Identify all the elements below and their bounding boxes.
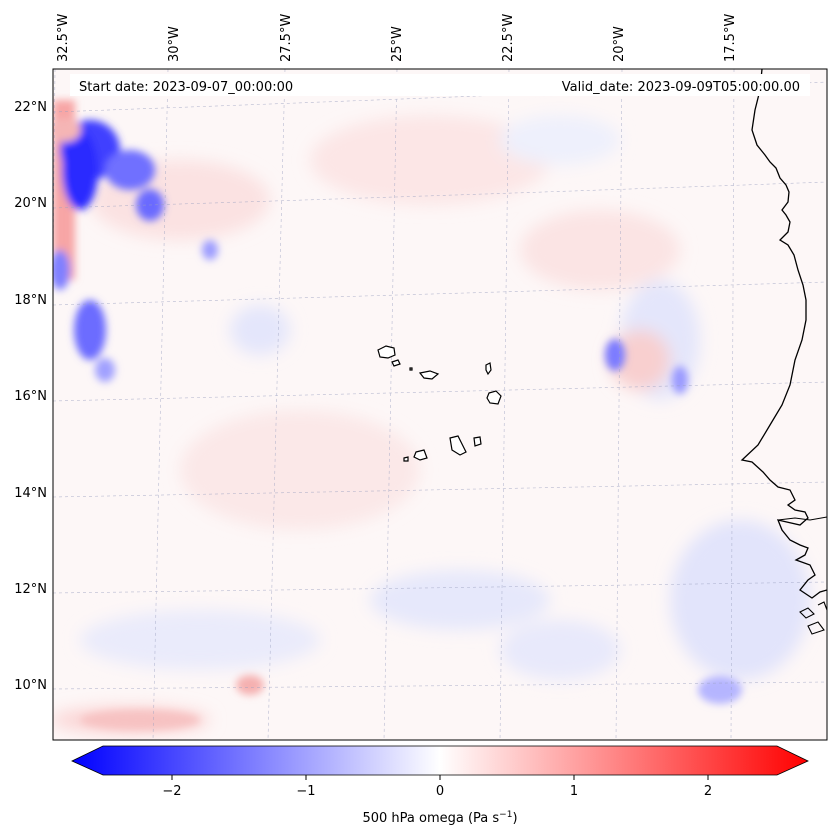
valid-date-text: Valid_date: 2023-09-09T05:00:00.00 — [562, 80, 800, 95]
cb-tick-1: 1 — [570, 784, 578, 799]
lon-label-25w: 25°W — [390, 26, 405, 62]
colorbar: −2 −1 0 1 2 500 hPa omega (Pa s−1) — [71, 745, 809, 826]
lat-label-14n: 14°N — [14, 486, 47, 501]
cb-tick-minus1: −1 — [296, 784, 315, 799]
gambia-coastline — [777, 516, 827, 521]
omega-strong-features — [53, 100, 742, 730]
cb-tick-2: 2 — [704, 784, 712, 799]
omega-field-blobs — [53, 115, 810, 734]
lat-label-12n: 12°N — [14, 582, 47, 597]
lat-label-18n: 18°N — [14, 293, 47, 308]
colorbar-body — [71, 745, 809, 776]
lon-label-17-5w: 17.5°W — [723, 14, 738, 62]
colorbar-ticks — [171, 775, 709, 780]
colorbar-title-end: ) — [512, 811, 517, 826]
colorbar-title-main: 500 hPa omega (Pa s — [362, 811, 499, 826]
map-frame — [52, 68, 828, 741]
lon-label-30w: 30°W — [167, 26, 182, 62]
cb-tick-minus2: −2 — [162, 784, 181, 799]
colorbar-title-sup: −1 — [499, 810, 512, 820]
lat-label-16n: 16°N — [14, 389, 47, 404]
start-date-text: Start date: 2023-09-07_00:00:00 — [79, 80, 293, 95]
lon-label-32-5w: 32.5°W — [56, 14, 71, 62]
longitude-labels: 32.5°W 30°W 27.5°W 25°W 22.5°W 20°W 17.5… — [56, 14, 738, 62]
latitude-labels: 22°N 20°N 18°N 16°N 14°N 12°N 10°N — [14, 100, 47, 693]
lon-label-22-5w: 22.5°W — [501, 14, 516, 62]
cb-tick-0: 0 — [436, 784, 444, 799]
lon-label-27-5w: 27.5°W — [279, 14, 294, 62]
africa-coastline — [740, 69, 827, 599]
date-header-box — [70, 74, 810, 96]
map-panel: Start date: 2023-09-07_00:00:00 Valid_da… — [53, 69, 827, 740]
graticule — [53, 69, 827, 740]
lon-label-20w: 20°W — [612, 26, 627, 62]
colorbar-title: 500 hPa omega (Pa s−1) — [362, 810, 517, 826]
lat-label-10n: 10°N — [14, 678, 47, 693]
guinea-bissau-islands — [799, 601, 827, 635]
lat-label-20n: 20°N — [14, 196, 47, 211]
lat-label-22n: 22°N — [14, 100, 47, 115]
cape-verde-islands — [377, 345, 502, 462]
